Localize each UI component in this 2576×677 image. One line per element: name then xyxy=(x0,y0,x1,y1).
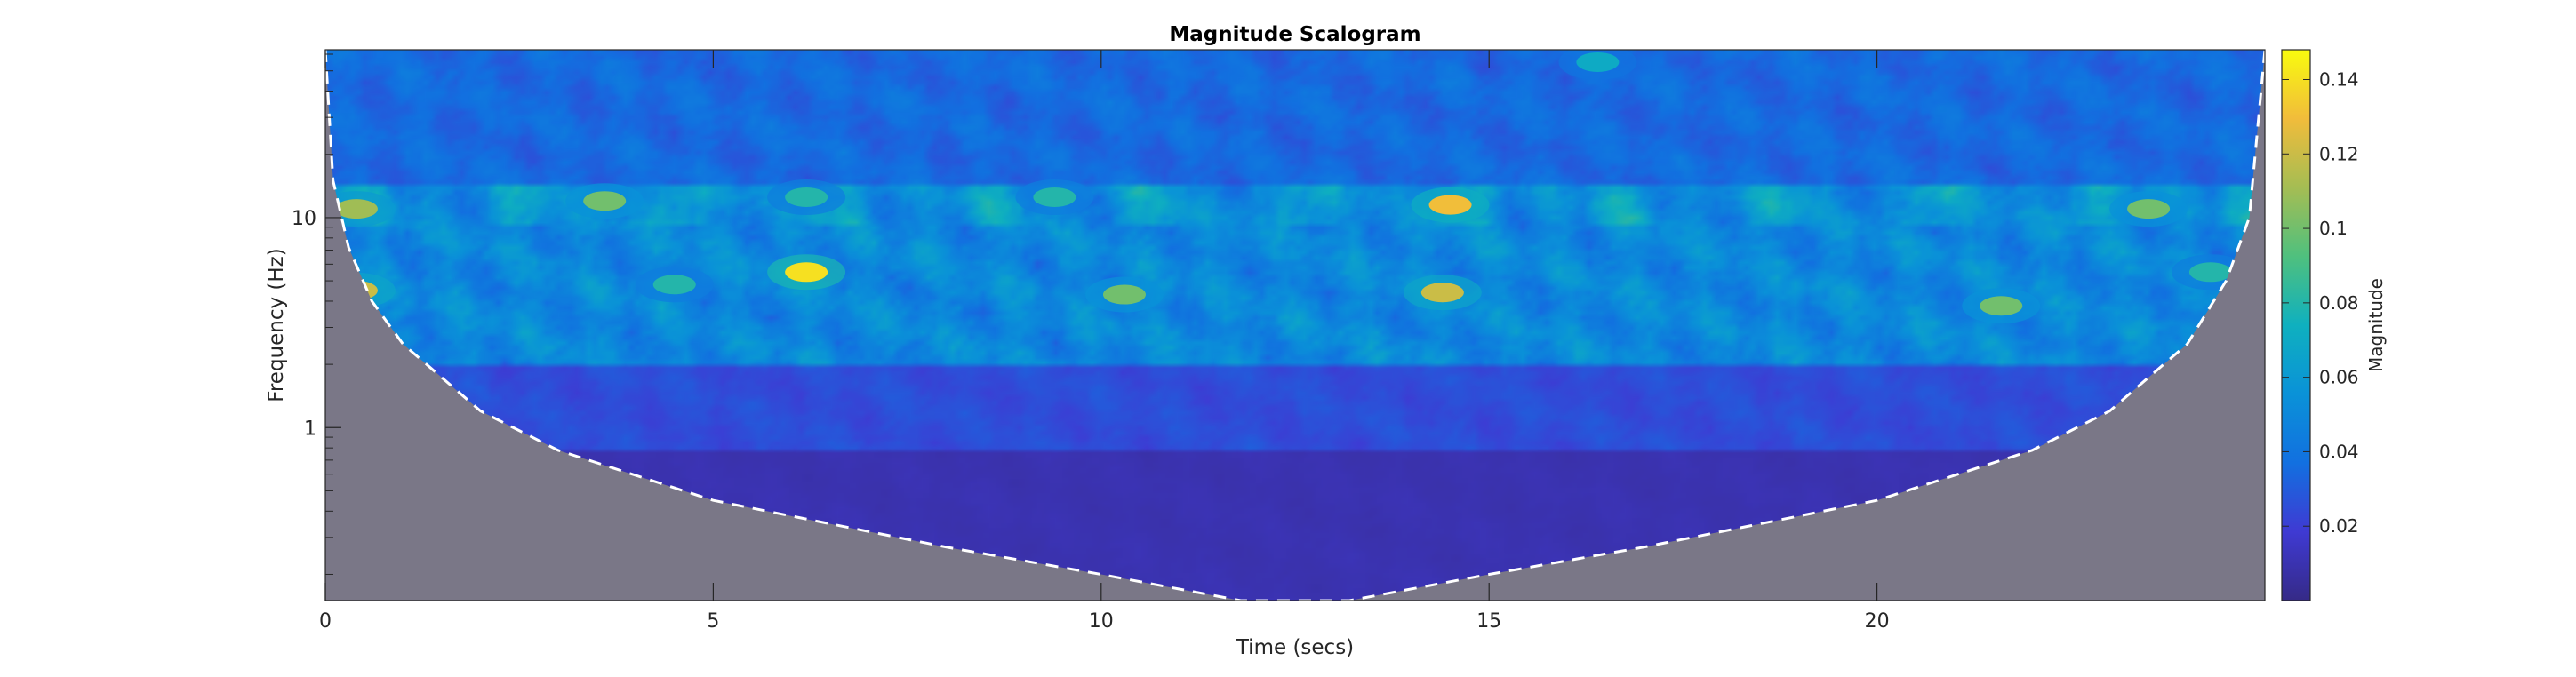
hotspot xyxy=(652,275,696,295)
hotspot xyxy=(1420,283,1464,303)
plot-area xyxy=(324,49,2266,601)
x-axis: 0 5 10 15 20 xyxy=(319,50,1890,633)
hotspot xyxy=(1102,284,1146,305)
colorbar-tick-label: 0.02 xyxy=(2319,515,2359,537)
x-tick-label: 5 xyxy=(707,610,719,633)
colorbar: 0.02 0.04 0.06 0.08 0.1 0.12 0.14 Magnitude xyxy=(2281,49,2387,601)
hotspot xyxy=(785,187,828,208)
colorbar-tick-label: 0.04 xyxy=(2319,441,2359,462)
hotspot xyxy=(785,262,828,283)
hotspot xyxy=(334,199,378,219)
x-tick-label: 0 xyxy=(319,610,332,633)
y-tick-label: 1 xyxy=(304,418,316,440)
x-tick-label: 20 xyxy=(1865,610,1890,633)
hotspot xyxy=(1576,52,1620,72)
hotspot xyxy=(2188,262,2232,283)
x-tick-label: 15 xyxy=(1476,610,1501,633)
plot-frame xyxy=(324,49,2266,601)
hotspot xyxy=(583,191,627,211)
colorbar-tick-label: 0.12 xyxy=(2319,143,2359,164)
colorbar-tick-label: 0.14 xyxy=(2319,69,2359,91)
colorbar-tick-label: 0.08 xyxy=(2319,292,2359,314)
x-tick-label: 10 xyxy=(1089,610,1114,633)
y-tick-label: 10 xyxy=(292,208,316,230)
hotspot-layer xyxy=(325,50,2250,324)
colorbar-tick-label: 0.06 xyxy=(2319,367,2359,388)
x-axis-label: Time (secs) xyxy=(1236,636,1354,659)
hotspot xyxy=(1033,187,1076,208)
colorbar-tick-label: 0.1 xyxy=(2319,218,2348,239)
colorbar-gradient xyxy=(2281,49,2311,601)
hotspot xyxy=(1428,195,1472,215)
cone-of-influence-line xyxy=(325,50,2265,601)
colorbar-label: Magnitude xyxy=(2365,278,2387,372)
cone-of-influence-shading xyxy=(325,50,2265,601)
y-axis: 1 10 xyxy=(292,53,341,575)
colorbar-ticks: 0.02 0.04 0.06 0.08 0.1 0.12 0.14 xyxy=(2282,69,2359,537)
hotspot xyxy=(1980,296,2023,316)
chart-title: Magnitude Scalogram xyxy=(1169,23,1420,46)
hotspot xyxy=(2127,199,2171,219)
y-axis-label: Frequency (Hz) xyxy=(265,248,288,402)
